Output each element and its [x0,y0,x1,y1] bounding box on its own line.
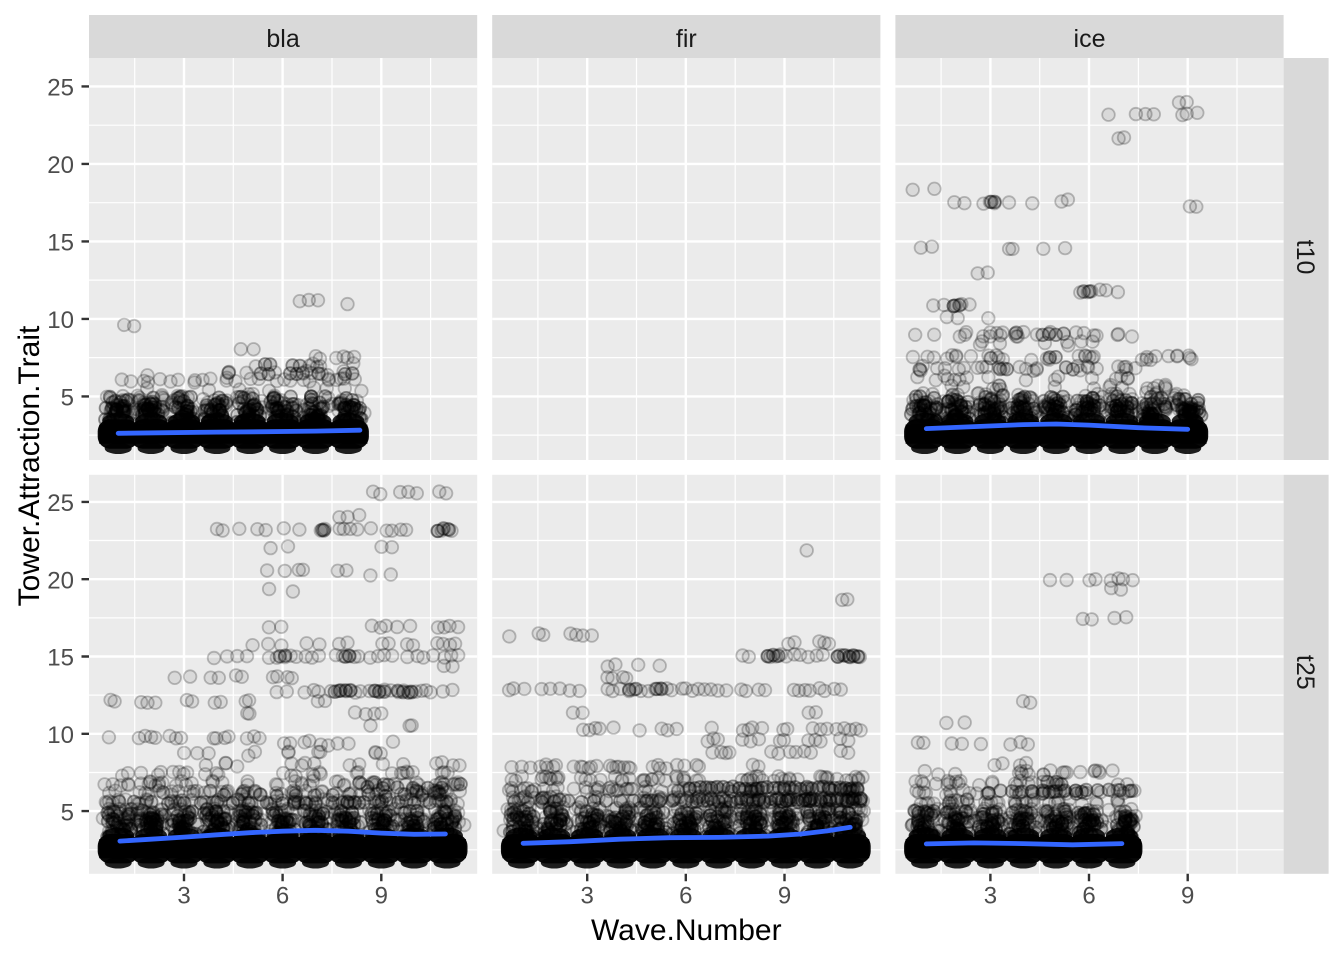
svg-text:25: 25 [47,75,74,102]
svg-text:10: 10 [47,307,74,334]
svg-text:ice: ice [1074,25,1106,53]
svg-text:6: 6 [679,883,692,910]
svg-text:20: 20 [47,152,74,179]
svg-text:3: 3 [177,883,190,910]
svg-text:5: 5 [61,799,74,826]
svg-text:3: 3 [984,883,997,910]
svg-text:10: 10 [47,722,74,749]
svg-text:25: 25 [47,490,74,517]
svg-text:5: 5 [61,385,74,412]
svg-text:9: 9 [1181,883,1194,910]
svg-text:9: 9 [778,883,791,910]
svg-text:9: 9 [375,883,388,910]
svg-text:fir: fir [676,25,697,53]
svg-text:bla: bla [266,25,299,53]
svg-text:6: 6 [1082,883,1095,910]
svg-text:15: 15 [47,645,74,672]
svg-text:t25: t25 [1291,655,1319,690]
svg-text:20: 20 [47,567,74,594]
svg-text:Wave.Number: Wave.Number [591,914,782,947]
svg-text:15: 15 [47,230,74,257]
svg-text:Tower.Attraction.Trait: Tower.Attraction.Trait [13,325,46,606]
svg-text:3: 3 [581,883,594,910]
svg-text:t10: t10 [1291,240,1319,275]
svg-text:6: 6 [276,883,289,910]
